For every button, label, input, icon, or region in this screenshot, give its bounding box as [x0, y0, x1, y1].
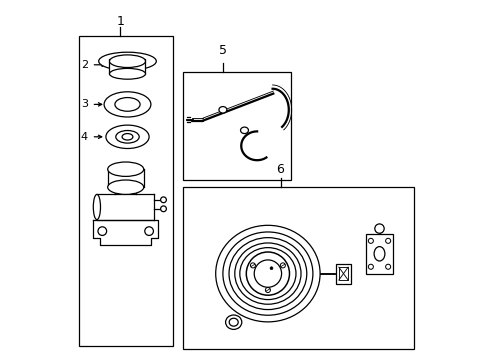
- Ellipse shape: [116, 130, 139, 143]
- Circle shape: [160, 197, 166, 203]
- Circle shape: [385, 264, 390, 269]
- Circle shape: [160, 206, 166, 212]
- Ellipse shape: [109, 68, 145, 79]
- Circle shape: [265, 288, 270, 293]
- Ellipse shape: [225, 315, 241, 329]
- Bar: [183, 72, 291, 180]
- Circle shape: [144, 227, 153, 235]
- Ellipse shape: [228, 238, 306, 310]
- Circle shape: [98, 227, 106, 235]
- Bar: [79, 36, 172, 346]
- Ellipse shape: [219, 107, 226, 113]
- Circle shape: [367, 264, 373, 269]
- Ellipse shape: [223, 232, 312, 315]
- Bar: [335, 264, 351, 284]
- Ellipse shape: [215, 225, 320, 322]
- Text: 5: 5: [219, 44, 226, 57]
- Ellipse shape: [239, 248, 295, 300]
- Ellipse shape: [93, 194, 101, 220]
- Circle shape: [374, 224, 384, 233]
- Ellipse shape: [234, 243, 301, 304]
- Circle shape: [280, 263, 285, 268]
- Ellipse shape: [115, 98, 140, 111]
- Circle shape: [250, 263, 255, 268]
- Circle shape: [385, 238, 390, 243]
- Circle shape: [254, 260, 281, 287]
- Ellipse shape: [373, 247, 384, 261]
- Ellipse shape: [107, 162, 143, 176]
- Text: 3: 3: [81, 99, 88, 109]
- Bar: [365, 234, 392, 274]
- Ellipse shape: [109, 55, 145, 68]
- Bar: [338, 267, 347, 280]
- Ellipse shape: [99, 52, 156, 70]
- Ellipse shape: [229, 318, 238, 326]
- Text: 6: 6: [276, 163, 284, 176]
- Text: 1: 1: [116, 15, 124, 28]
- Bar: [183, 187, 413, 349]
- Ellipse shape: [122, 134, 133, 140]
- Text: 2: 2: [81, 60, 88, 70]
- Ellipse shape: [107, 180, 143, 194]
- Ellipse shape: [104, 92, 151, 117]
- Bar: [109, 59, 145, 74]
- Text: 4: 4: [81, 132, 88, 142]
- Ellipse shape: [106, 125, 149, 148]
- Circle shape: [269, 267, 272, 270]
- Circle shape: [246, 252, 289, 295]
- Circle shape: [367, 238, 373, 243]
- Ellipse shape: [240, 127, 248, 134]
